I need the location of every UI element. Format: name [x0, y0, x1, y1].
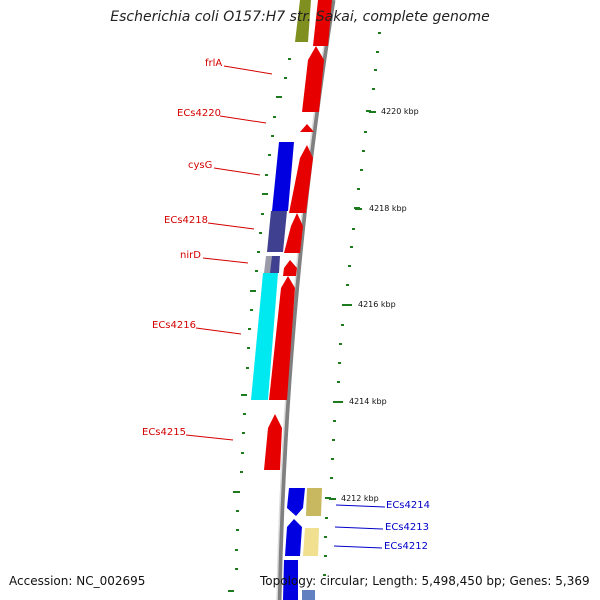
gene-block-ECs4212-blue [283, 560, 298, 600]
reverse-strand-genes [251, 142, 294, 400]
gene-block-ECs4214-khaki [306, 488, 322, 516]
topology-text: Topology: circular; Length: 5,498,450 bp… [260, 574, 590, 588]
gene-label-cysG[interactable]: cysG [188, 160, 213, 171]
gene-block-nirD-grey [264, 256, 272, 273]
gene-block-cysG [272, 142, 294, 211]
gene-label-nirD[interactable]: nirD [180, 250, 201, 261]
gene-label-ECs4213[interactable]: ECs4213 [385, 522, 429, 533]
gene-arrow-ECs4214-blue [287, 488, 305, 516]
gene-arrow-ECs4215 [264, 414, 282, 470]
kbp-tick-label: 4214 kbp [349, 397, 387, 406]
inner-dot-track [228, 58, 291, 592]
gene-arrow-ECs4218 [284, 213, 303, 253]
label-connectors-left [185, 65, 273, 441]
gene-arrow-ECs4216 [269, 276, 295, 400]
gene-label-ECs4215[interactable]: ECs4215 [142, 427, 186, 438]
kbp-tick-label: 4212 kbp [341, 494, 379, 503]
genome-title: Escherichia coli O157:H7 str. Sakai, com… [110, 9, 490, 25]
gene-block-ECs4212-steel [302, 590, 315, 600]
gene-block-ECs4218 [267, 211, 287, 252]
gene-block-nirD-slate [270, 256, 280, 273]
gene-label-ECs4218[interactable]: ECs4218 [164, 215, 208, 226]
gene-arrow-ECs4213-blue [285, 519, 302, 556]
kbp-tick-label: 4220 kbp [381, 107, 419, 116]
label-connectors-right [333, 504, 386, 549]
gene-label-frlA[interactable]: frlA [205, 58, 223, 69]
gene-arrow-ECs4220 [300, 124, 314, 132]
gene-block-ECs4216 [251, 273, 278, 400]
gene-label-ECs4216[interactable]: ECs4216 [152, 320, 196, 331]
gene-arrow-frlA [302, 46, 324, 112]
lower-genes [283, 488, 322, 600]
gene-arrow-top-red [313, 0, 332, 46]
gene-label-ECs4214[interactable]: ECs4214 [386, 500, 430, 511]
kbp-tick-marks [329, 111, 376, 500]
kbp-tick-label: 4218 kbp [369, 204, 407, 213]
gene-arrow-nirD [283, 260, 297, 276]
gene-arrow-cysG [289, 145, 313, 213]
kbp-tick-label: 4216 kbp [358, 300, 396, 309]
forward-strand-genes [264, 0, 332, 470]
gene-arrow-top-olive [295, 0, 311, 42]
gene-label-ECs4220[interactable]: ECs4220 [177, 108, 221, 119]
gene-block-ECs4213-khaki [303, 528, 319, 556]
gene-label-ECs4212[interactable]: ECs4212 [384, 541, 428, 552]
accession-text: Accession: NC_002695 [9, 574, 146, 588]
